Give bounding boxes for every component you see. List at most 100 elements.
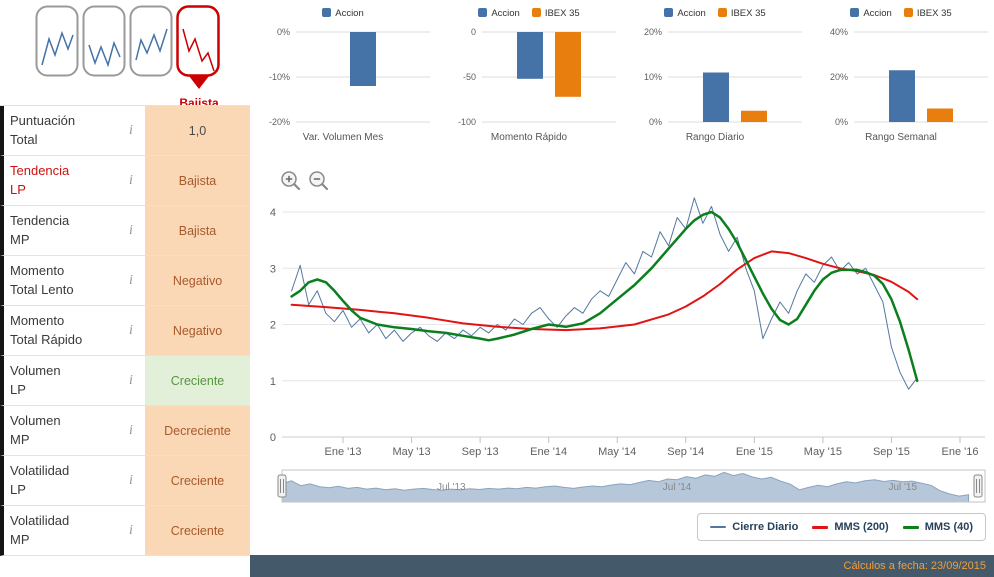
legend-label: Accion: [491, 8, 520, 19]
price-chart-canvas[interactable]: 0 1 2 3 4 Ene '13 May '13 Sep '13 Ene '14 May '14…: [250, 152, 994, 555]
chart-legend: Cierre Diario MMS (200) MMS (40): [697, 513, 986, 541]
legend-item-mms-40[interactable]: MMS (40): [902, 521, 973, 533]
legend-item-accion[interactable]: Accion: [850, 8, 892, 19]
navigator-area[interactable]: [281, 471, 970, 503]
metric-row-volumen-mp: Volumen MP i Decreciente: [0, 406, 250, 456]
svg-text:3: 3: [270, 263, 276, 275]
legend-item-ibex[interactable]: IBEX 35: [903, 8, 952, 19]
trend-sparkline-icon-bajista[interactable]: [176, 5, 220, 77]
metric-row-tendencia-lp: Tendencia LP i Bajista: [0, 156, 250, 206]
svg-text:-50: -50: [463, 72, 476, 82]
zoom-in-icon: [281, 171, 301, 191]
bar-Accion[interactable]: [517, 32, 543, 79]
mini-chart-legend: Accion IBEX 35: [808, 8, 994, 19]
svg-text:0%: 0%: [649, 117, 662, 127]
svg-text:-20%: -20%: [269, 117, 290, 127]
metric-row-volatilidad-mp: Volatilidad MP i Creciente: [0, 506, 250, 556]
svg-text:Sep '14: Sep '14: [667, 446, 704, 458]
svg-text:4: 4: [270, 207, 276, 219]
legend-marker-cierre-diario: [710, 526, 727, 528]
zoom-in-button[interactable]: [280, 170, 302, 192]
svg-text:0: 0: [270, 432, 276, 444]
svg-text:Ene '15: Ene '15: [736, 446, 773, 458]
bar-IBEX 35[interactable]: [927, 108, 953, 123]
info-icon[interactable]: i: [129, 122, 133, 138]
svg-text:May '14: May '14: [598, 446, 636, 458]
metric-label-line1: Volatilidad: [10, 513, 70, 529]
series-MMS (40)[interactable]: [290, 210, 919, 383]
info-icon[interactable]: i: [129, 422, 133, 438]
legend-item-accion[interactable]: Accion: [664, 8, 706, 19]
legend-marker-mms-200: [812, 525, 829, 529]
mini-chart-title: Var. Volumen Mes: [302, 132, 384, 143]
svg-text:Jul '14: Jul '14: [663, 482, 692, 493]
info-icon[interactable]: i: [129, 272, 133, 288]
metric-value: Decreciente: [145, 406, 250, 455]
series-Cierre Diario[interactable]: [291, 197, 918, 390]
series-MMS (200)[interactable]: [290, 250, 919, 332]
svg-text:May '13: May '13: [392, 446, 430, 458]
bar-chart-canvas: 0 -50 -100: [458, 27, 616, 127]
trend-sparkline-icon-3[interactable]: [129, 5, 173, 77]
info-icon[interactable]: i: [129, 372, 133, 388]
metric-value: 1,0: [145, 106, 250, 155]
metric-value: Negativo: [145, 256, 250, 305]
price-chart-panel: 0 1 2 3 4 Ene '13 May '13 Sep '13 Ene '14 May '14…: [250, 152, 994, 555]
legend-label: Cierre Diario: [732, 521, 799, 533]
metric-label-line1: Tendencia: [10, 163, 70, 179]
info-icon[interactable]: i: [129, 322, 133, 338]
bar-IBEX 35[interactable]: [741, 110, 767, 122]
legend-label: Accion: [863, 8, 892, 19]
metric-value: Bajista: [145, 156, 250, 205]
metric-label-line2: Total Lento: [10, 281, 74, 297]
trend-state-strip: Bajista: [0, 0, 250, 110]
navigator-handle-right[interactable]: [973, 474, 983, 498]
mini-chart-title: Rango Semanal: [865, 132, 937, 143]
svg-text:10%: 10%: [644, 72, 662, 82]
mini-chart-legend: Accion IBEX 35: [622, 8, 808, 19]
metric-row-momento-total-lento: Momento Total Lento i Negativo: [0, 256, 250, 306]
metric-label-line1: Momento: [10, 263, 65, 279]
svg-text:Sep '15: Sep '15: [873, 446, 910, 458]
svg-text:Ene '14: Ene '14: [530, 446, 567, 458]
metric-value: Creciente: [145, 456, 250, 505]
bar-chart-canvas: 0% -10% -20%: [269, 27, 430, 127]
legend-label: IBEX 35: [916, 8, 952, 19]
metric-label-line1: Tendencia: [10, 213, 70, 229]
metric-label: Tendencia LP: [4, 156, 117, 205]
zoom-controls: [280, 170, 330, 192]
legend-item-accion[interactable]: Accion: [322, 8, 364, 19]
metric-label-line2: Total Rápido: [10, 331, 83, 347]
info-icon[interactable]: i: [129, 172, 133, 188]
metric-label-line2: MP: [10, 431, 30, 447]
trend-sparkline-icon-2[interactable]: [82, 5, 126, 77]
mini-chart-legend: Accion IBEX 35: [436, 8, 622, 19]
bar-IBEX 35[interactable]: [555, 32, 581, 97]
bar-Accion[interactable]: [889, 70, 915, 122]
svg-text:Ene '13: Ene '13: [325, 446, 362, 458]
info-icon[interactable]: i: [129, 222, 133, 238]
metric-label: Volumen MP: [4, 406, 117, 455]
trend-sparkline-icon-1[interactable]: [35, 5, 79, 77]
info-icon[interactable]: i: [129, 522, 133, 538]
zoom-out-button[interactable]: [308, 170, 330, 192]
calculation-date-label: Cálculos a fecha: 23/09/2015: [843, 560, 987, 572]
info-icon[interactable]: i: [129, 472, 133, 488]
legend-item-cierre-diario[interactable]: Cierre Diario: [710, 521, 798, 533]
legend-item-ibex[interactable]: IBEX 35: [717, 8, 766, 19]
metric-row-volumen-lp: Volumen LP i Creciente: [0, 356, 250, 406]
svg-text:May '15: May '15: [804, 446, 842, 458]
legend-item-accion[interactable]: Accion: [478, 8, 520, 19]
mini-chart-rango-diario: Accion IBEX 35 20% 10% 0% Rango Diario: [622, 0, 808, 152]
metric-label: Momento Total Rápido: [4, 306, 117, 355]
metric-label: Tendencia MP: [4, 206, 117, 255]
legend-item-mms-200[interactable]: MMS (200): [812, 521, 889, 533]
metric-label-line1: Volumen: [10, 413, 61, 429]
bar-Accion[interactable]: [350, 32, 376, 86]
legend-item-ibex[interactable]: IBEX 35: [531, 8, 580, 19]
navigator-handle-left[interactable]: [277, 474, 287, 498]
bar-Accion[interactable]: [703, 72, 729, 123]
legend-label: IBEX 35: [544, 8, 580, 19]
legend-marker-mms-40: [902, 525, 919, 529]
svg-text:-10%: -10%: [269, 72, 290, 82]
